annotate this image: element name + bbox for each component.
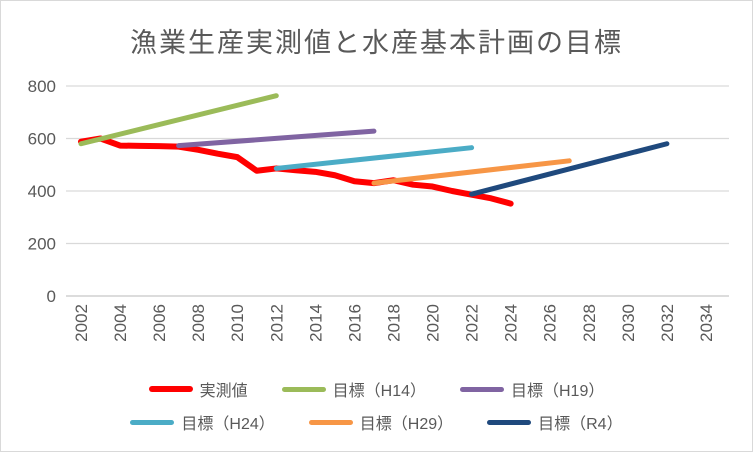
legend-marker-2 — [460, 386, 504, 392]
x-tick-label-2028: 2028 — [580, 304, 599, 342]
x-tick-label-2032: 2032 — [658, 304, 677, 342]
chart-title: 漁業生産実測値と水産基本計画の目標 — [130, 28, 623, 58]
x-tick-label-2014: 2014 — [306, 304, 325, 342]
legend-marker-1 — [281, 386, 326, 392]
legend-label-4: 目標（H29） — [359, 416, 454, 433]
x-tick-label-2008: 2008 — [189, 304, 208, 342]
y-tick-label-600: 600 — [28, 130, 56, 149]
x-tick-label-2030: 2030 — [619, 304, 638, 342]
series-line-1 — [78, 93, 279, 147]
legend-marker-4 — [308, 419, 353, 425]
y-tick-label-400: 400 — [28, 182, 56, 201]
legend-item-5: 目標（R4） — [487, 410, 623, 434]
x-tick-label-2018: 2018 — [384, 304, 403, 342]
legend-label-1: 目標（H14） — [332, 383, 426, 400]
legend-row-0: 実測値 目標（H14） 目標（H19） — [148, 377, 604, 401]
legend-item-3: 目標（H24） — [130, 410, 275, 434]
legend-label-2: 目標（H19） — [511, 383, 605, 400]
legend-marker-5 — [487, 419, 532, 425]
series-line-5 — [469, 141, 670, 197]
legend-marker-0 — [148, 386, 193, 392]
legend-label-0: 実測値 — [199, 383, 248, 400]
x-tick-label-2020: 2020 — [424, 304, 443, 342]
legend-item-4: 目標（H29） — [308, 410, 454, 434]
x-tick-label-2010: 2010 — [228, 304, 247, 342]
y-tick-label-200: 200 — [28, 235, 56, 254]
legend-label-5: 目標（R4） — [538, 416, 623, 433]
legend-item-0: 実測値 — [148, 377, 248, 401]
x-tick-label-2004: 2004 — [111, 304, 130, 342]
series-line-3 — [273, 145, 475, 171]
series-line-2 — [176, 128, 377, 149]
y-tick-label-800: 800 — [28, 77, 56, 96]
legend-label-3: 目標（H24） — [181, 416, 275, 433]
legend-item-1: 目標（H14） — [281, 377, 426, 401]
x-tick-label-2034: 2034 — [697, 304, 716, 342]
x-tick-label-2026: 2026 — [541, 304, 560, 342]
legend-marker-3 — [130, 419, 175, 425]
x-tick-label-2016: 2016 — [345, 304, 364, 342]
x-tick-label-2024: 2024 — [502, 304, 521, 342]
legend-item-2: 目標（H19） — [460, 377, 604, 401]
x-tick-label-2006: 2006 — [150, 304, 169, 342]
x-tick-label-2022: 2022 — [463, 304, 482, 342]
y-tick-label-0: 0 — [47, 287, 56, 306]
series-line-0 — [78, 135, 514, 207]
series-line-4 — [371, 158, 572, 186]
legend-row-1: 目標（H24） 目標（H29） 目標（R4） — [130, 410, 623, 434]
x-tick-label-2012: 2012 — [267, 304, 286, 342]
chart-legend: 実測値 目標（H14） 目標（H19） 目標（H24） 目標（H29） 目標（R4） — [1, 377, 752, 434]
x-tick-label-2002: 2002 — [72, 304, 91, 342]
